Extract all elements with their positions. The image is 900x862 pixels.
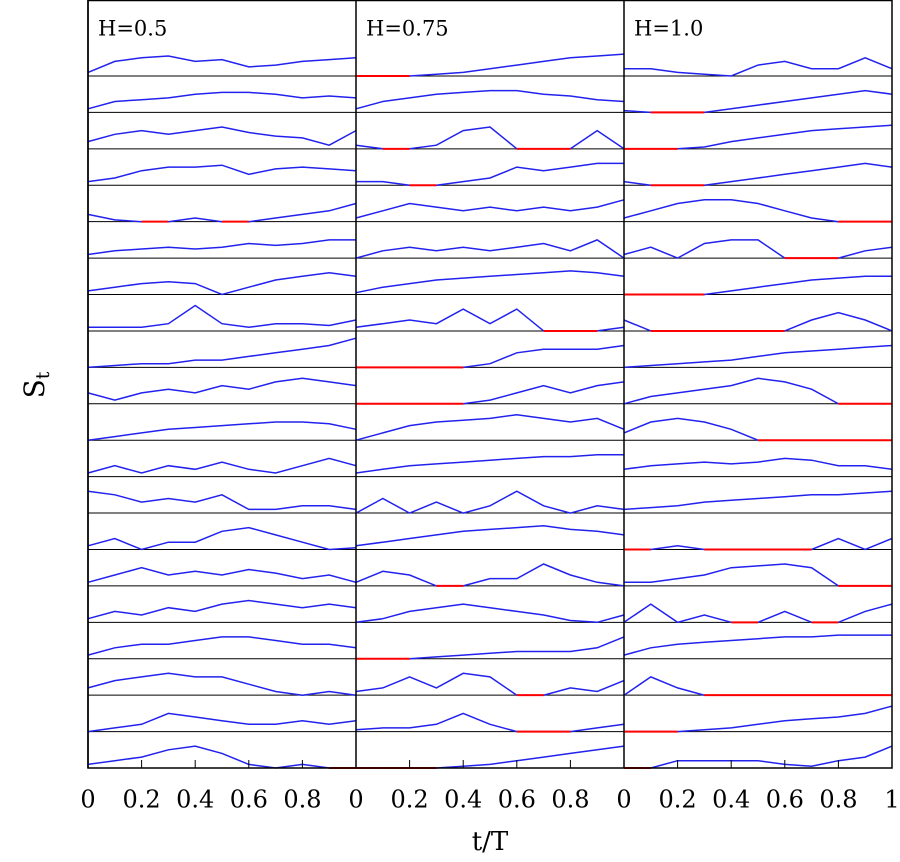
plot-frame [87, 0, 893, 769]
trace [356, 162, 624, 187]
x-tick-label: 0.6 [766, 786, 804, 814]
panel-title: H=1.0 [634, 17, 703, 41]
x-tick-label: 0.8 [551, 786, 589, 814]
x-tick-label: 0.4 [444, 786, 482, 814]
trace [88, 304, 357, 329]
trace [355, 239, 625, 259]
trace [87, 712, 357, 733]
trace [624, 537, 893, 551]
trace [356, 344, 625, 369]
trace [87, 490, 357, 511]
trace [623, 89, 893, 114]
x-tick-label: 0.8 [819, 786, 857, 814]
trace [87, 745, 356, 769]
trace [87, 377, 357, 401]
x-axis-label: t/T [472, 827, 509, 857]
trace [355, 126, 625, 150]
trace [624, 563, 892, 587]
panel-title: H=0.75 [366, 17, 449, 41]
trace [87, 239, 356, 256]
trace [87, 636, 357, 656]
x-tick-label: 0.6 [498, 786, 536, 814]
trace [624, 705, 893, 733]
trace [355, 199, 625, 219]
trace [355, 413, 625, 441]
trace [355, 563, 625, 587]
trace [356, 381, 625, 405]
x-tick-label: 0 [80, 786, 95, 814]
trace [87, 566, 357, 584]
trace [623, 199, 892, 223]
x-tick-label: 1 [884, 786, 899, 814]
x-tick-label: 0 [616, 786, 631, 814]
trace [623, 162, 893, 187]
trace [623, 634, 892, 656]
trace [87, 164, 357, 183]
trace [355, 308, 625, 332]
trace [623, 377, 892, 405]
x-tick-label: 0.4 [712, 786, 750, 814]
trace [623, 417, 892, 441]
trace [356, 53, 625, 77]
trace [355, 89, 625, 110]
trace [355, 270, 625, 294]
trace [355, 525, 625, 547]
x-tick-label: 0 [348, 786, 363, 814]
trace [87, 91, 357, 110]
trace [87, 457, 357, 474]
trace [87, 126, 357, 147]
trace [87, 421, 357, 441]
trace [623, 603, 893, 624]
trace [87, 337, 357, 369]
trace [355, 490, 625, 514]
trace [356, 636, 625, 660]
trace [355, 712, 625, 733]
x-tick-label: 0.4 [176, 786, 214, 814]
trace [623, 457, 893, 471]
x-tick-label: 0.2 [123, 786, 161, 814]
trace [87, 526, 357, 551]
y-axis-label-sub: t [32, 371, 54, 379]
x-tick-label: 0.2 [391, 786, 429, 814]
trace [87, 599, 357, 620]
trace [624, 56, 893, 77]
trace [623, 490, 893, 511]
trace [623, 311, 893, 332]
trace [87, 55, 357, 74]
y-axis-label-main: S [18, 379, 51, 398]
trace [624, 745, 893, 769]
trace [87, 202, 357, 223]
panel-title: H=0.5 [98, 17, 167, 41]
y-axis-label: St [18, 371, 55, 398]
trace [87, 271, 357, 296]
trace [87, 672, 357, 696]
x-tick-label: 0.6 [230, 786, 268, 814]
trace [623, 239, 893, 259]
x-tick-label: 0.2 [659, 786, 697, 814]
trace [624, 275, 892, 296]
trace [623, 344, 893, 369]
trace [355, 603, 625, 624]
trace [355, 454, 624, 474]
x-tick-label: 0.8 [283, 786, 321, 814]
trace [355, 672, 625, 696]
trace [356, 745, 625, 769]
trace [624, 124, 893, 150]
trace [623, 676, 892, 696]
